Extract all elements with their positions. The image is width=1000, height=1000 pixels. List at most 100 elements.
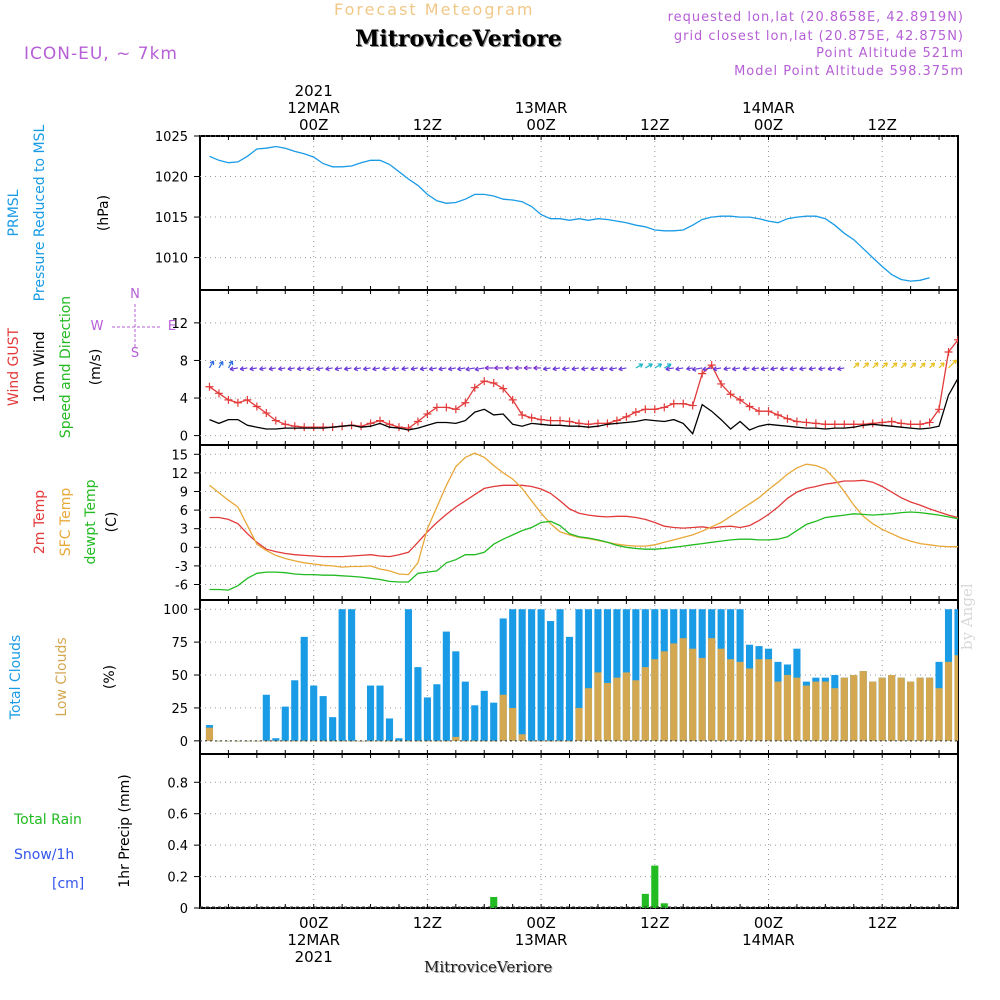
bar	[992, 682, 999, 741]
wind-arrow-head	[609, 366, 614, 372]
gust-marker	[745, 402, 754, 411]
top-time-label: 2021	[295, 82, 333, 100]
wind-arrow-head	[770, 366, 775, 372]
bar	[385, 718, 394, 741]
wind-arrow-shaft	[751, 367, 760, 370]
gust-marker	[461, 398, 470, 407]
wind-arrow-head	[504, 365, 509, 371]
wind-arrow-shaft	[732, 367, 741, 370]
wind-arrow	[382, 366, 390, 372]
bar	[774, 681, 782, 741]
y-tick-label: 12	[171, 317, 188, 332]
wind-arrow	[229, 366, 239, 372]
series-label: Snow/1h	[14, 847, 74, 863]
wind-arrow	[533, 365, 542, 371]
wind-arrow-head	[268, 366, 274, 372]
y-tick-label: 0	[180, 735, 188, 750]
wind-arrow-shaft	[571, 367, 580, 370]
wind-arrow-head	[883, 362, 888, 367]
bar	[499, 694, 507, 741]
gust-marker	[423, 410, 432, 418]
wind-arrow-head	[702, 366, 707, 372]
top-time-label: 14MAR	[742, 99, 795, 117]
bar	[461, 681, 469, 741]
wind-arrow-head	[533, 365, 538, 371]
wind-arrow-head	[723, 366, 728, 372]
series-line	[209, 145, 930, 282]
wind-arrow-head	[920, 362, 926, 368]
y-tick-label: 12	[171, 467, 188, 482]
bar	[518, 734, 526, 741]
gust-marker	[830, 420, 839, 429]
bar	[471, 705, 479, 741]
gust-marker	[916, 420, 925, 429]
wind-arrow-head	[457, 366, 462, 372]
bar	[291, 740, 299, 742]
gust-marker	[442, 403, 451, 412]
bar	[310, 685, 318, 741]
y-tick-label: 0	[180, 902, 188, 917]
wind-arrow-head	[552, 366, 557, 372]
gust-marker	[394, 423, 403, 432]
bar	[281, 706, 289, 741]
bar	[651, 659, 659, 741]
wind-arrow-shaft	[635, 363, 643, 369]
y-tick-label: 9	[180, 486, 188, 501]
series-label: SFC Temp	[58, 488, 74, 557]
wind-arrow-shaft	[229, 367, 239, 370]
bottom-time-label: 12Z	[640, 914, 669, 932]
gust-marker	[963, 328, 971, 336]
series-label: 2m Temp	[32, 490, 48, 554]
wind-arrow-head	[581, 366, 586, 372]
wind-arrow	[325, 366, 333, 372]
wind-arrow-shaft	[665, 367, 674, 370]
wind-arrow-head	[494, 365, 499, 371]
y-tick-label: 25	[171, 702, 188, 717]
gust-marker	[309, 423, 318, 432]
wind-arrow-head	[382, 366, 387, 372]
gust-marker	[451, 405, 460, 414]
gust-marker	[641, 405, 650, 414]
bar	[736, 661, 744, 741]
wind-arrow-shaft	[986, 358, 996, 368]
series-label: Speed and Direction	[58, 296, 74, 438]
bar	[660, 651, 668, 741]
wind-arrow	[618, 366, 627, 372]
wind-arrow	[862, 362, 870, 369]
bar	[793, 677, 801, 741]
bar	[660, 903, 668, 908]
top-time-label: 12Z	[413, 116, 442, 134]
bar	[622, 672, 630, 741]
wind-arrow-head	[315, 366, 321, 372]
gust-marker	[262, 409, 271, 418]
series-line	[209, 452, 958, 576]
y-tick-label: 1020	[155, 171, 188, 186]
bar	[679, 638, 687, 741]
wind-arrow-shaft	[334, 367, 343, 370]
bar	[575, 609, 583, 741]
bar	[689, 648, 697, 741]
gust-marker	[717, 379, 726, 388]
bar	[831, 688, 839, 741]
series-label: Low Clouds	[54, 637, 70, 716]
bottom-time-label: 00Z	[754, 914, 783, 932]
wind-arrow-head	[675, 366, 680, 372]
y-tick-label: 15	[171, 448, 188, 463]
wind-arrow-head	[353, 366, 359, 372]
wind-arrow-shaft	[618, 367, 627, 370]
bar	[338, 740, 346, 742]
bar	[509, 707, 517, 741]
point-altitude: Point Altitude 521m	[816, 46, 964, 61]
wind-arrow-shaft	[344, 367, 352, 370]
wind-arrow-shaft	[862, 362, 869, 369]
wind-arrow-shaft	[382, 367, 390, 370]
gust-marker	[413, 417, 422, 426]
bar	[490, 740, 498, 742]
wind-arrow	[581, 366, 589, 372]
wind-arrow-head	[712, 366, 718, 372]
gust-marker	[537, 415, 546, 424]
wind-arrow	[474, 366, 485, 372]
wind-arrow-head	[648, 363, 653, 368]
gust-marker	[650, 405, 659, 414]
